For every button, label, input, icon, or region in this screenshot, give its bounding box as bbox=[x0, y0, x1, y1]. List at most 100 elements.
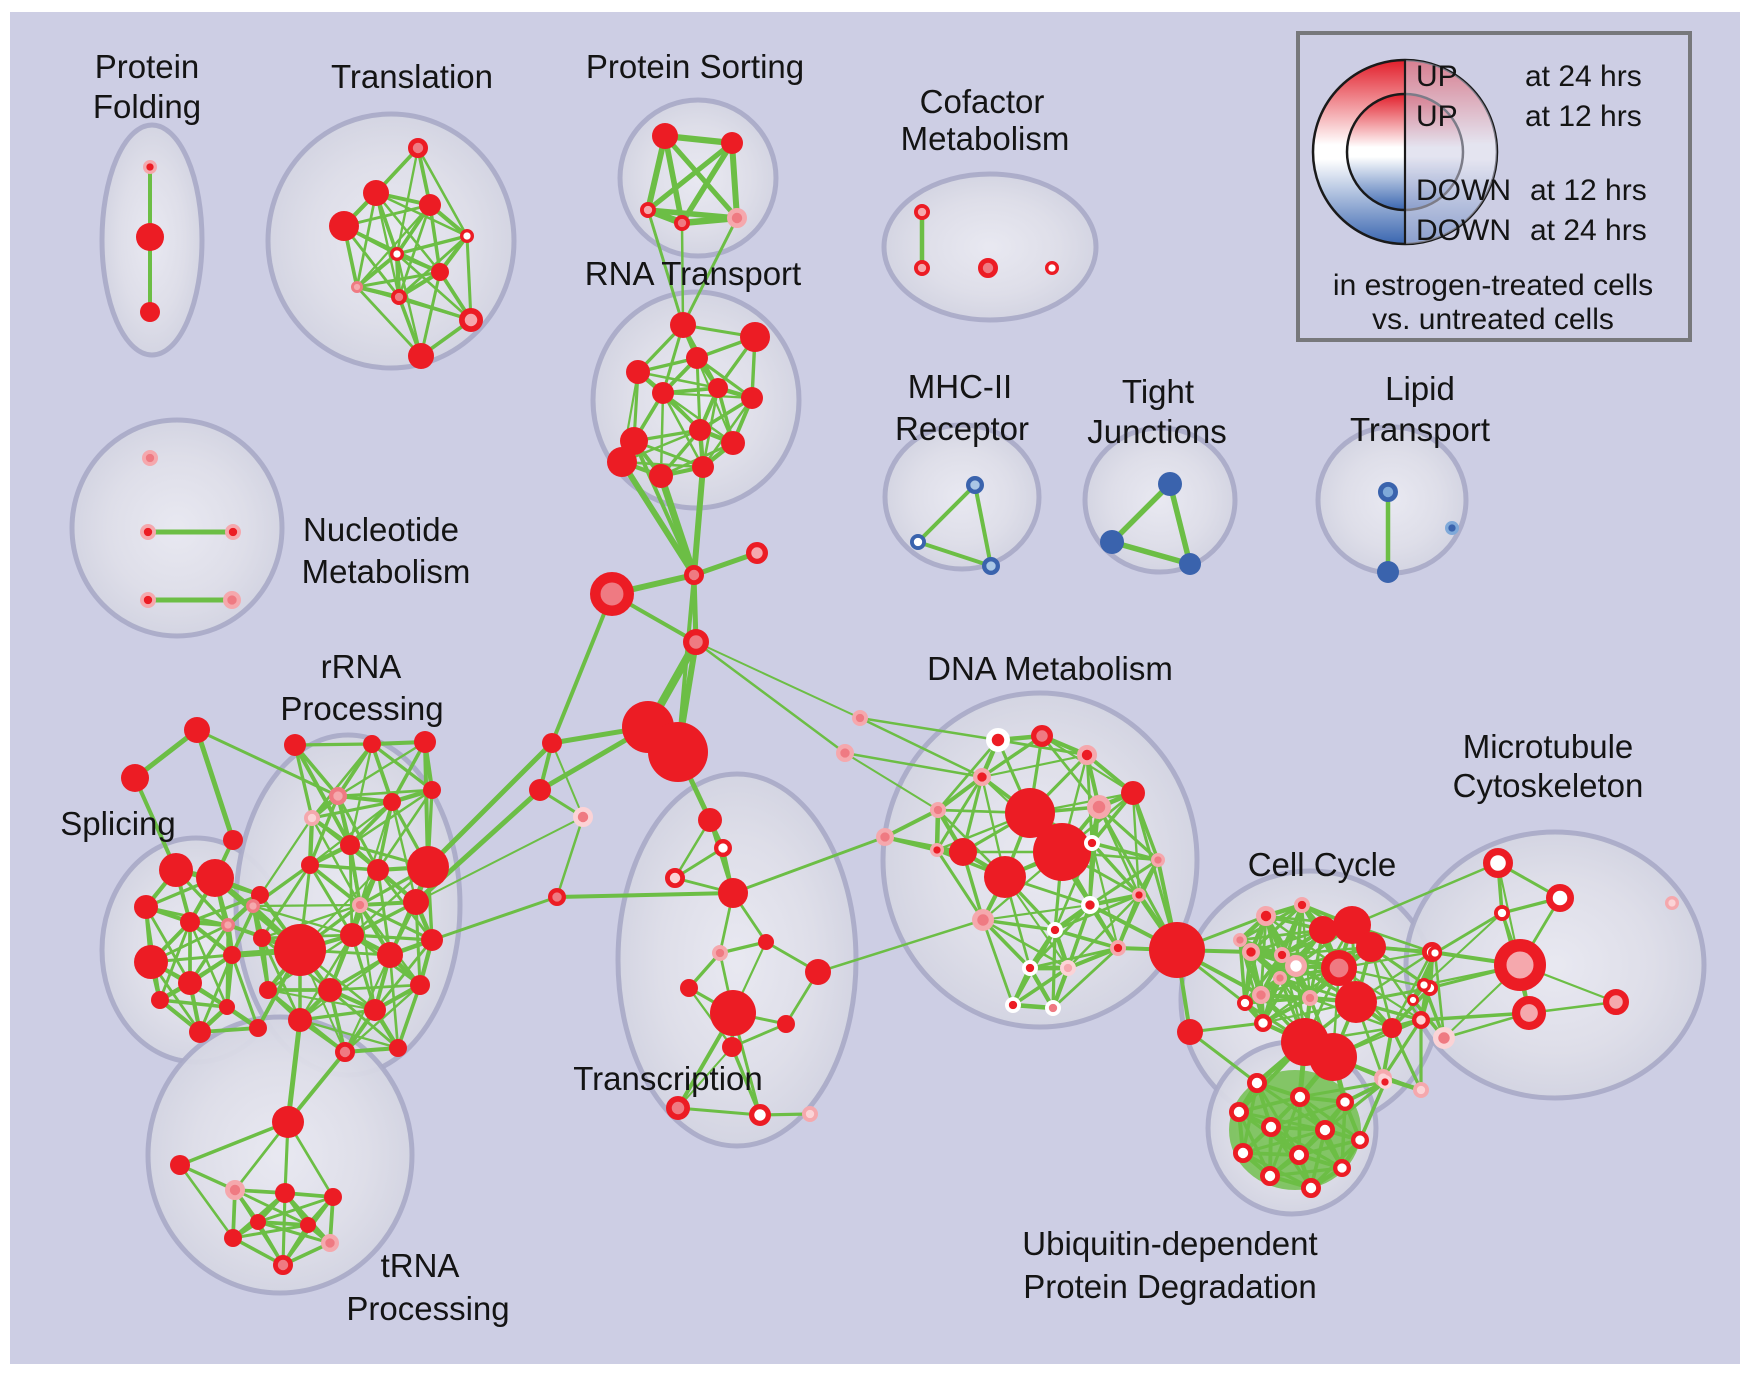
network-node-tx13 bbox=[666, 1096, 691, 1121]
network-node-mc7 bbox=[1493, 938, 1546, 991]
network-edge bbox=[293, 743, 352, 847]
network-node-tr8 bbox=[351, 281, 364, 294]
network-edge bbox=[415, 816, 584, 903]
network-node-tn6 bbox=[224, 1229, 242, 1247]
network-edge bbox=[293, 743, 340, 798]
network-node-cc22 bbox=[1412, 1010, 1431, 1029]
network-node-sp11 bbox=[219, 999, 235, 1015]
cluster-ellipse-protein-sorting bbox=[617, 97, 779, 259]
network-node-dm7 bbox=[929, 842, 944, 857]
network-node-tn1 bbox=[272, 1106, 304, 1138]
network-edge bbox=[430, 895, 559, 942]
network-node-tn5 bbox=[324, 1188, 342, 1206]
network-edge bbox=[729, 140, 740, 221]
network-node-dm20 bbox=[1021, 959, 1038, 976]
network-node-rr16 bbox=[421, 929, 443, 951]
network-node-rt5 bbox=[708, 378, 728, 398]
network-node-tn9 bbox=[250, 1214, 266, 1230]
network-node-rr20 bbox=[364, 999, 386, 1021]
network-edge bbox=[619, 459, 697, 578]
network-node-pf2 bbox=[136, 223, 164, 251]
network-edge bbox=[980, 753, 1089, 779]
network-edge bbox=[659, 391, 665, 478]
network-node-dm2 bbox=[1031, 725, 1054, 748]
legend-caption: vs. untreated cells bbox=[1372, 303, 1614, 336]
network-edge bbox=[1188, 1030, 1259, 1085]
legend-time-label: at 12 hrs bbox=[1525, 100, 1642, 133]
network-edge bbox=[376, 800, 394, 872]
network-edge bbox=[645, 140, 735, 213]
network-node-cc16 bbox=[1233, 932, 1248, 947]
network-node-cc8 bbox=[1285, 955, 1308, 978]
network-edge bbox=[308, 863, 354, 937]
cluster-label-rna-transport: RNA Transport bbox=[585, 255, 801, 292]
network-edge bbox=[336, 740, 427, 798]
network-edge bbox=[550, 592, 614, 745]
cluster-label-rrna-processing: Processing bbox=[280, 690, 443, 727]
network-edge bbox=[298, 953, 392, 1022]
network-node-b1 bbox=[1149, 922, 1205, 978]
cluster-label-splicing: Splicing bbox=[60, 805, 176, 842]
network-edge bbox=[661, 391, 735, 445]
network-node-dm17 bbox=[1132, 887, 1147, 902]
network-node-ps4 bbox=[673, 214, 690, 231]
network-node-tn3 bbox=[224, 1180, 245, 1201]
network-node-ps2 bbox=[721, 132, 743, 154]
network-edge bbox=[308, 794, 340, 867]
network-node-st2 bbox=[121, 764, 149, 792]
cluster-ellipse-microtubule-cytoskeleton bbox=[1403, 829, 1707, 1101]
network-edge bbox=[981, 918, 1057, 932]
network-edge bbox=[348, 788, 434, 847]
network-edge bbox=[858, 716, 1000, 742]
cluster-label-protein-folding: Protein bbox=[95, 48, 200, 85]
network-edge bbox=[695, 356, 754, 400]
network-node-tn10 bbox=[300, 1217, 316, 1233]
network-edge bbox=[661, 391, 754, 400]
network-edge bbox=[981, 903, 1092, 922]
network-node-dm14 bbox=[1121, 781, 1145, 805]
cluster-label-tight-junctions: Junctions bbox=[1087, 413, 1226, 450]
network-edge bbox=[1297, 1138, 1362, 1157]
network-edge bbox=[298, 1008, 377, 1022]
network-edge bbox=[188, 920, 229, 1009]
network-node-dm15 bbox=[972, 909, 995, 932]
network-edge bbox=[328, 903, 362, 992]
network-node-sp8 bbox=[178, 971, 202, 995]
network-node-cc11 bbox=[1333, 906, 1371, 944]
network-node-dm25 bbox=[851, 709, 868, 726]
cluster-label-microtubule-cytoskeleton: Microtubule bbox=[1463, 728, 1634, 765]
network-node-dm3 bbox=[1077, 745, 1098, 766]
cluster-label-cofactor-metabolism: Metabolism bbox=[901, 120, 1070, 157]
legend-time-label: at 24 hrs bbox=[1530, 214, 1647, 247]
network-node-mc10 bbox=[1433, 1027, 1456, 1050]
network-node-rr21 bbox=[288, 1008, 312, 1032]
network-node-rr8 bbox=[407, 846, 449, 888]
network-edge bbox=[358, 903, 434, 942]
network-node-mc2 bbox=[1545, 883, 1574, 912]
network-edge bbox=[195, 728, 340, 798]
network-node-mc6 bbox=[1406, 994, 1419, 1007]
network-edge bbox=[328, 983, 422, 992]
network-edge bbox=[1116, 893, 1141, 950]
network-node-rr10 bbox=[301, 856, 319, 874]
cluster-ellipse-cofactor-metabolism bbox=[881, 171, 1099, 323]
network-edge bbox=[555, 815, 585, 899]
network-node-cc5 bbox=[1252, 985, 1271, 1004]
network-edge bbox=[1088, 805, 1101, 907]
cluster-label-trna-processing: Processing bbox=[346, 1290, 509, 1327]
network-edge bbox=[730, 1045, 762, 1117]
network-node-rt7 bbox=[741, 387, 763, 409]
network-node-rt9 bbox=[689, 419, 711, 441]
network-node-mc5 bbox=[1417, 977, 1432, 992]
legend-direction-label: UP bbox=[1416, 60, 1458, 93]
network-node-rr4 bbox=[329, 786, 348, 805]
cluster-label-ubiquitin-degradation: Protein Degradation bbox=[1023, 1268, 1317, 1305]
network-node-tx9 bbox=[680, 979, 698, 997]
network-node-nm1 bbox=[141, 450, 158, 467]
network-edge bbox=[336, 788, 434, 798]
network-edge bbox=[1109, 481, 1173, 545]
network-node-sp5 bbox=[220, 917, 235, 932]
network-node-ub4 bbox=[1229, 1102, 1250, 1123]
network-edge bbox=[1381, 1018, 1423, 1080]
